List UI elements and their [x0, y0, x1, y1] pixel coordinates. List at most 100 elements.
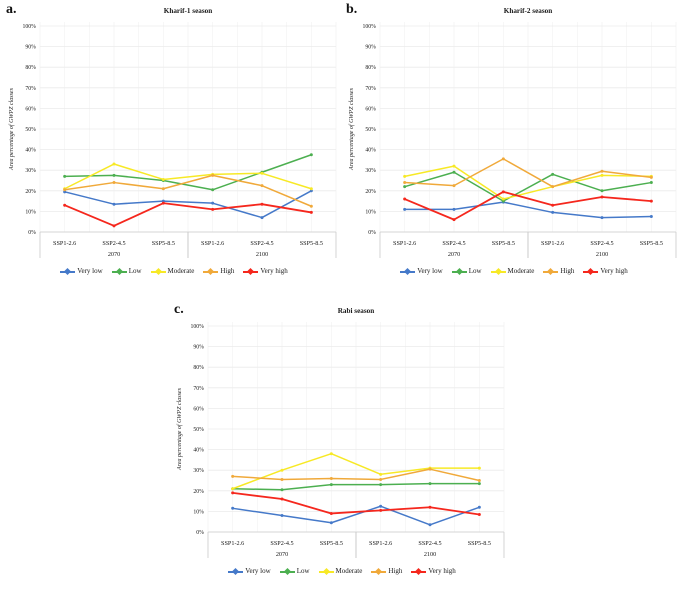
y-tick-label: 20% [193, 489, 204, 495]
legend-label: Low [468, 267, 482, 275]
x-group-label: 2070 [448, 251, 460, 258]
data-point-marker [600, 195, 604, 199]
x-category-label: SSP2-4.5 [442, 240, 465, 247]
y-tick-label: 50% [365, 127, 376, 133]
y-tick-label: 50% [193, 427, 204, 433]
y-tick-label: 80% [193, 365, 204, 371]
legend-label: Low [296, 567, 310, 575]
y-tick-label: 100% [362, 24, 376, 30]
x-category-label: SSP1-2.6 [541, 240, 564, 247]
axes-and-ticks: 0% 10% 20% 30% 40% 50% 60% 70% 80% 90% 100% [190, 324, 504, 536]
y-tick-label: 10% [25, 209, 36, 215]
data-point-marker [428, 505, 432, 509]
legend-label: Moderate [507, 267, 535, 275]
data-point-marker [600, 216, 604, 220]
x-group-label: 2100 [256, 251, 268, 258]
data-point-marker [280, 514, 284, 518]
chart-rabi-season: 0% 10% 20% 30% 40% 50% 60% 70% 80% 90% 100% Rabi se… [176, 307, 505, 558]
x-category-label: SSP1-2.6 [369, 540, 392, 547]
data-point-marker [600, 169, 604, 173]
legend-item-moderate: Moderate [318, 567, 362, 576]
y-tick-label: 20% [25, 189, 36, 195]
data-point-marker [260, 171, 264, 175]
legend-item-very-high: Very high [243, 268, 288, 276]
legend-label: High [560, 267, 575, 275]
series-very-high [403, 190, 653, 222]
data-point-marker [211, 188, 215, 192]
data-point-marker [280, 477, 284, 481]
y-tick-label: 60% [365, 106, 376, 112]
y-tick-label: 80% [25, 65, 36, 71]
data-point-marker [649, 175, 653, 179]
data-point-marker [211, 173, 215, 177]
y-tick-label: 70% [193, 386, 204, 392]
y-tick-label: 0% [196, 530, 204, 536]
data-point-marker [112, 181, 116, 185]
legend-line-marker-icon [543, 267, 559, 276]
x-category-label: SSP1-2.6 [201, 240, 224, 247]
data-point-marker [329, 452, 333, 456]
data-point-marker [403, 174, 407, 178]
y-tick-label: 80% [365, 65, 376, 71]
plot-gridlines [379, 22, 677, 232]
data-point-marker [551, 210, 555, 214]
legend-item-very-high: Very high [411, 568, 456, 576]
y-tick-label: 40% [365, 148, 376, 154]
series-high [403, 157, 653, 189]
legend-item-low: Low [451, 267, 482, 276]
legend-item-low: Low [111, 267, 142, 276]
data-point-marker [477, 505, 481, 509]
data-point-marker [309, 189, 313, 193]
series-high [63, 173, 313, 208]
x-group-label: 2100 [424, 551, 436, 558]
x-category-label: SSP5-8.5 [300, 240, 323, 247]
legend-line-marker-icon [203, 267, 219, 276]
x-category-label: SSP1-2.6 [393, 240, 416, 247]
legend-item-very-low: Very low [60, 268, 103, 276]
data-point-marker [63, 188, 67, 192]
chart-kharif1-season: 0% 10% 20% 30% 40% 50% 60% 70% 80% 90% 100% Kharif-… [8, 7, 337, 258]
data-point-marker [551, 203, 555, 207]
data-point-marker [477, 482, 481, 486]
y-tick-label: 70% [25, 86, 36, 92]
data-point-marker [501, 190, 505, 194]
data-point-marker [161, 199, 165, 203]
data-point-marker [112, 202, 116, 206]
y-tick-label: 70% [365, 86, 376, 92]
series-very-high [63, 201, 313, 228]
data-point-marker [452, 170, 456, 174]
data-point-marker [379, 504, 383, 508]
data-point-marker [260, 184, 264, 188]
data-point-marker [649, 181, 653, 185]
y-axis-title: Area percentage of GWPZ classes [176, 387, 183, 471]
panel-label-c: c. [174, 302, 184, 317]
x-category-label: SSP5-8.5 [152, 240, 175, 247]
data-point-marker [452, 164, 456, 168]
x-category-label: SSP2-4.5 [102, 240, 125, 247]
data-point-marker [452, 218, 456, 222]
legend-label: Very low [417, 267, 443, 275]
panel-c: c. 0% 10% 20% 30% 40% 50% 60% 70% 80% 90% 100% Rabi… [174, 302, 510, 576]
data-point-marker [112, 162, 116, 166]
legend-line-marker-icon [318, 567, 334, 576]
legend-line-marker-icon [111, 267, 127, 276]
panel-label-b: b. [346, 2, 358, 17]
chart-title: Rabi season [338, 307, 375, 315]
y-tick-label: 50% [25, 127, 36, 133]
data-point-marker [452, 207, 456, 211]
x-category-label: SSP2-4.5 [418, 540, 441, 547]
x-group-label: 2100 [596, 251, 608, 258]
series-very-low [231, 504, 481, 527]
data-point-marker [63, 190, 67, 194]
series-very-low [63, 189, 313, 220]
y-tick-label: 100% [190, 324, 204, 330]
legend-item-low: Low [279, 567, 310, 576]
y-tick-label: 90% [193, 345, 204, 351]
legend-item-high: High [203, 267, 234, 276]
x-axis-labels: SSP1-2.6 SSP2-4.5 SSP5-8.5 SSP1-2.6 SSP2-4.5… [39, 232, 337, 258]
data-point-marker [452, 184, 456, 188]
x-group-label: 2070 [276, 551, 288, 558]
panel-a: a. 0% 10% 20% 30% 40% 50% 60% 70% 80% 90% 100% Khar… [6, 2, 342, 276]
axes-and-ticks: 0% 10% 20% 30% 40% 50% 60% 70% 80% 90% 100% [22, 24, 336, 236]
chart-title: Kharif-2 season [504, 7, 553, 15]
